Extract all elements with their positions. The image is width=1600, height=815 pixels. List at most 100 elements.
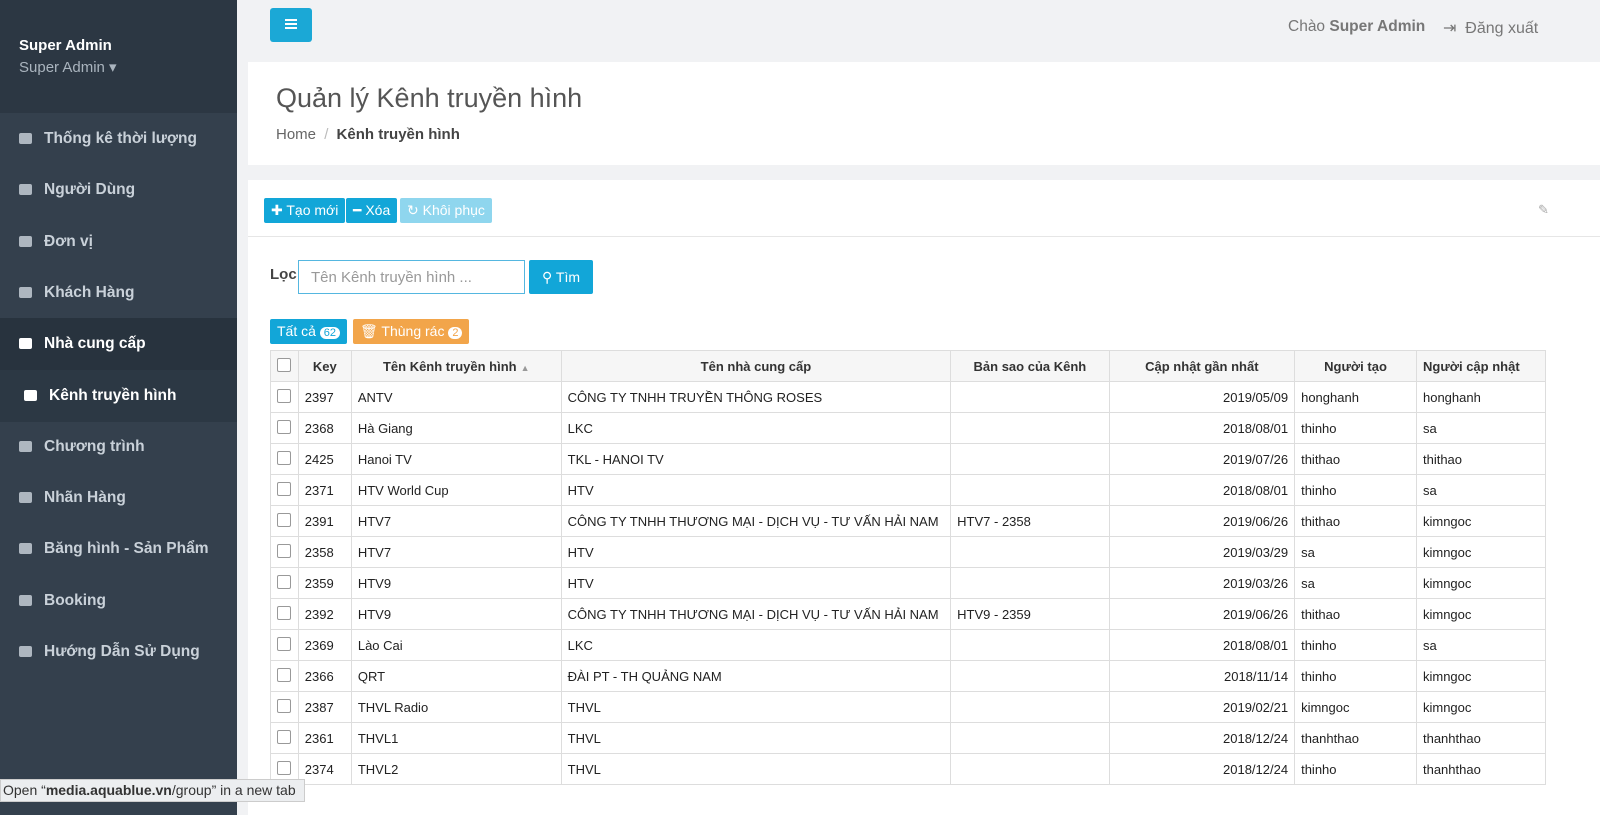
header-cell: Key bbox=[297, 350, 352, 382]
restore-text[interactable]: Khôi phục bbox=[422, 202, 485, 218]
cell bbox=[270, 381, 299, 413]
delete-text[interactable]: Xóa bbox=[365, 202, 391, 218]
menu-item[interactable]: Băng hình - Sản Phẩm bbox=[0, 523, 237, 575]
menu-label[interactable]: Khách Hàng bbox=[44, 283, 135, 301]
create-button[interactable]: ✚ Tạo mới bbox=[264, 198, 346, 223]
cell: 2018/08/01 bbox=[1108, 412, 1296, 444]
checkbox[interactable] bbox=[277, 512, 292, 527]
menu-icon bbox=[19, 440, 32, 452]
menu-label[interactable]: Hướng Dẫn Sử Dụng bbox=[44, 643, 200, 660]
user-role-text[interactable]: Super Admin bbox=[19, 59, 105, 76]
create-text[interactable]: Tạo mới bbox=[286, 202, 339, 218]
checkbox[interactable] bbox=[277, 636, 292, 651]
cell: 2371 bbox=[297, 474, 352, 506]
header-cell: Người cập nhật bbox=[1415, 350, 1546, 382]
cell: kimngoc bbox=[1415, 536, 1546, 568]
filter-label: Lọc bbox=[270, 266, 297, 283]
menu-label[interactable]: Nhãn Hàng bbox=[44, 489, 126, 507]
search-button[interactable]: ⚲ Tìm bbox=[529, 260, 593, 294]
checkbox[interactable] bbox=[277, 357, 292, 372]
menu-item[interactable]: Đơn vị bbox=[0, 216, 237, 268]
cell: TKL - HANOI TV bbox=[560, 443, 952, 475]
menu-item[interactable]: Nhà cung cấp bbox=[0, 318, 237, 371]
cell: 2397 bbox=[297, 381, 352, 413]
menu-label[interactable]: Băng hình - Sản Phẩm bbox=[44, 540, 209, 558]
tab-all-label[interactable]: Tất cả bbox=[277, 323, 316, 339]
tab-all[interactable]: Tất cả 62 bbox=[270, 319, 348, 344]
cell: HTV7 - 2358 bbox=[950, 505, 1110, 537]
checkbox[interactable] bbox=[277, 667, 292, 682]
menu-item[interactable]: Chương trình bbox=[0, 421, 237, 473]
checkbox[interactable] bbox=[277, 543, 292, 558]
table-wrap: Key Tên Kênh truyền hình ▲ Tên nhà cung cấp… bbox=[270, 350, 1546, 815]
menu-item[interactable]: Kênh truyền hình bbox=[0, 369, 237, 422]
checkbox[interactable] bbox=[277, 419, 292, 434]
header-text: Cập nhật gần nhất bbox=[1145, 358, 1259, 374]
cell: CÔNG TY TNHH THƯƠNG MẠI - DỊCH VỤ - TƯ V… bbox=[560, 598, 952, 630]
menu-label[interactable]: Kênh truyền hình bbox=[49, 386, 177, 404]
menu-label[interactable]: Nhà cung cấp bbox=[44, 335, 146, 353]
cell: thinho bbox=[1294, 629, 1417, 661]
breadcrumb-home[interactable]: Home bbox=[276, 126, 317, 143]
cell: HTV World Cup bbox=[350, 474, 562, 506]
cell: thinho bbox=[1294, 753, 1417, 785]
header-text: Bản sao của Kênh bbox=[973, 358, 1087, 374]
menu-label[interactable]: Đơn vị bbox=[44, 232, 93, 250]
table-row: 2374 THVL2 THVL 2018/12/24 thinho thanhthao bbox=[270, 753, 1546, 785]
cell: THVL bbox=[560, 753, 952, 785]
sort-icon[interactable]: ▲ bbox=[520, 362, 530, 373]
logout[interactable]: ⇥ Đăng xuất bbox=[1443, 20, 1539, 37]
menu-item[interactable]: Khách Hàng bbox=[0, 267, 237, 319]
checkbox[interactable] bbox=[277, 605, 292, 620]
cell: thanhthao bbox=[1415, 722, 1546, 754]
checkbox[interactable] bbox=[277, 388, 292, 403]
tab-trash-label[interactable]: Thùng rác bbox=[381, 323, 445, 339]
menu-label[interactable]: Booking bbox=[44, 591, 106, 609]
checkbox[interactable] bbox=[277, 450, 292, 465]
tab-trash[interactable]: 🗑 Thùng rác 2 bbox=[353, 319, 470, 344]
table-row: 2366 QRT ĐÀI PT - TH QUẢNG NAM 2018/11/14 th… bbox=[270, 660, 1546, 692]
cell: 2019/07/26 bbox=[1108, 443, 1296, 475]
header-cell: Bản sao của Kênh bbox=[950, 350, 1110, 382]
menu-item[interactable]: Hướng Dẫn Sử Dụng bbox=[0, 626, 237, 678]
page-title: Quản lý Kênh truyền hình bbox=[276, 83, 583, 113]
settings-icon[interactable]: ✎ bbox=[1538, 202, 1549, 217]
cell: 2358 bbox=[297, 536, 352, 568]
checkbox[interactable] bbox=[277, 698, 292, 713]
menu-icon bbox=[19, 235, 32, 247]
table-row: 2392 HTV9 CÔNG TY TNHH THƯƠNG MẠI - DỊCH V… bbox=[270, 598, 1546, 630]
menu-icon bbox=[19, 133, 32, 144]
cell bbox=[270, 412, 299, 444]
cell: 2368 bbox=[297, 412, 352, 444]
delete-button[interactable]: ━ Xóa bbox=[346, 198, 398, 223]
search-text[interactable]: Tìm bbox=[555, 269, 580, 285]
checkbox[interactable] bbox=[277, 760, 292, 775]
menu-label[interactable]: Người Dùng bbox=[44, 181, 136, 199]
user-role[interactable]: Super Admin ▾ bbox=[19, 59, 117, 76]
menu-item[interactable]: Nhãn Hàng bbox=[0, 472, 237, 524]
header-cell: Người tạo bbox=[1294, 350, 1417, 382]
header-cell[interactable]: Tên Kênh truyền hình ▲ bbox=[350, 350, 562, 382]
cell: THVL bbox=[560, 691, 952, 723]
cell: 2425 bbox=[297, 443, 352, 475]
restore-button[interactable]: ↻ Khôi phục bbox=[400, 198, 492, 223]
cell bbox=[950, 691, 1110, 723]
cell: 2019/02/21 bbox=[1108, 691, 1296, 723]
checkbox[interactable] bbox=[277, 481, 292, 496]
menu-toggle[interactable] bbox=[270, 8, 312, 42]
logout-text[interactable]: Đăng xuất bbox=[1465, 20, 1539, 37]
menu-item[interactable]: Booking bbox=[0, 575, 237, 627]
header-cell: Tên nhà cung cấp bbox=[560, 350, 952, 382]
cell: Lào Cai bbox=[350, 629, 562, 661]
cell: sa bbox=[1415, 474, 1546, 506]
checkbox[interactable] bbox=[277, 574, 292, 589]
menu-label[interactable]: Thống kê thời lượng bbox=[44, 130, 197, 147]
menu-item[interactable]: Người Dùng bbox=[0, 164, 237, 216]
menu-label[interactable]: Chương trình bbox=[44, 437, 145, 455]
cell bbox=[950, 722, 1110, 754]
menu-item[interactable]: Thống kê thời lượng bbox=[0, 113, 237, 165]
checkbox[interactable] bbox=[277, 729, 292, 744]
filter-input[interactable]: Tên Kênh truyền hình ... bbox=[298, 260, 525, 294]
menu-icon bbox=[19, 543, 32, 555]
